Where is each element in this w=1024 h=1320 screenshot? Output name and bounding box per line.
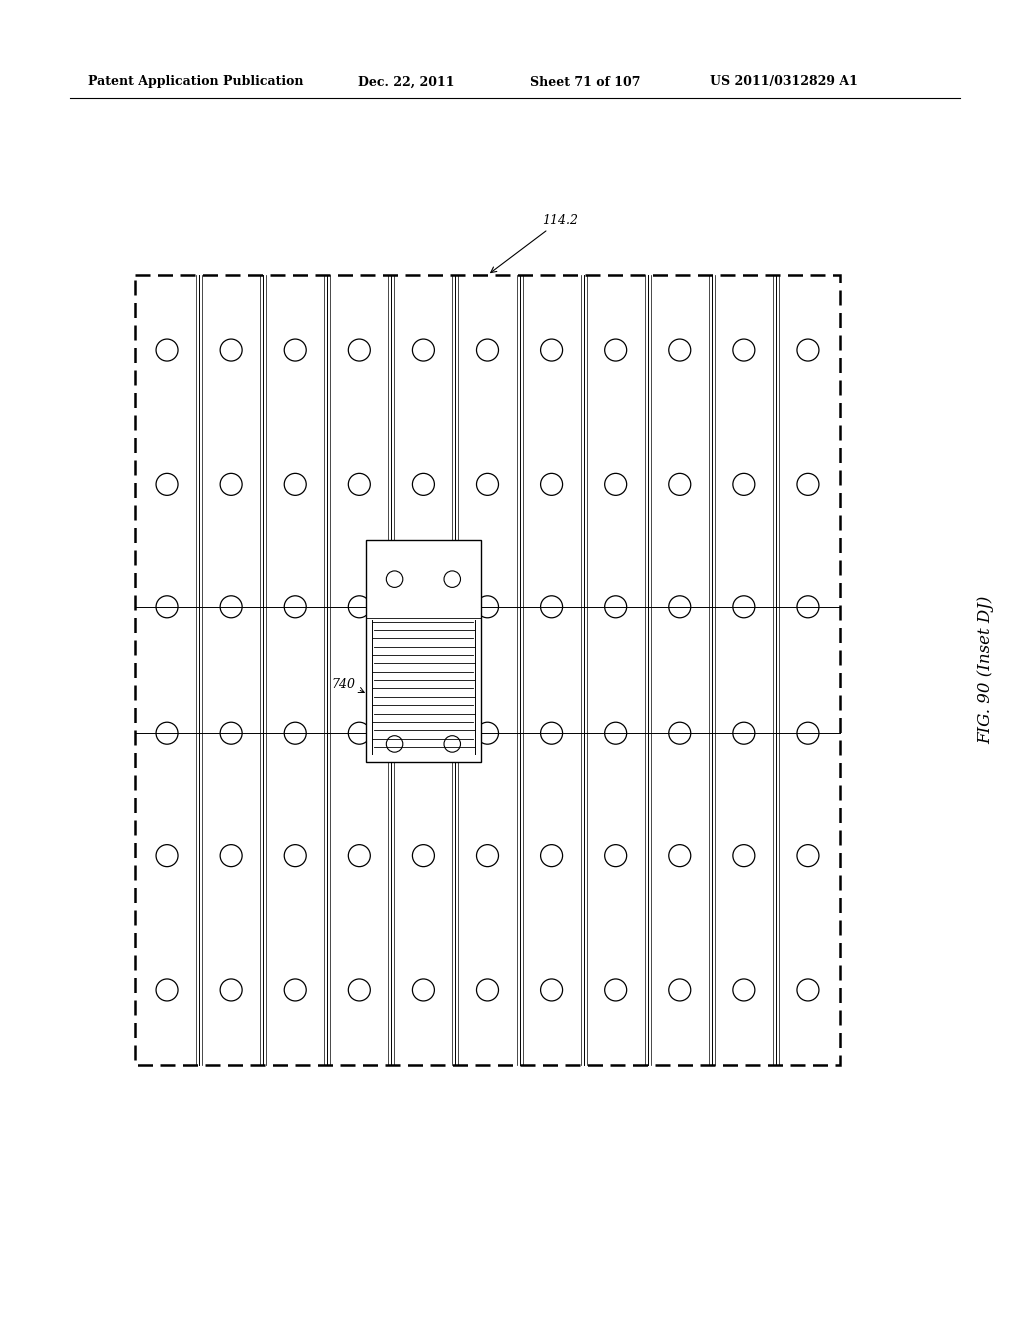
- Text: 740: 740: [332, 677, 355, 690]
- Text: US 2011/0312829 A1: US 2011/0312829 A1: [710, 75, 858, 88]
- Text: 114.2: 114.2: [490, 214, 579, 273]
- Bar: [135, 275, 840, 1065]
- Text: Patent Application Publication: Patent Application Publication: [88, 75, 303, 88]
- Text: FIG. 90 (Inset DJ): FIG. 90 (Inset DJ): [978, 595, 994, 744]
- Text: Dec. 22, 2011: Dec. 22, 2011: [358, 75, 455, 88]
- Bar: [366, 540, 481, 762]
- Text: Sheet 71 of 107: Sheet 71 of 107: [530, 75, 640, 88]
